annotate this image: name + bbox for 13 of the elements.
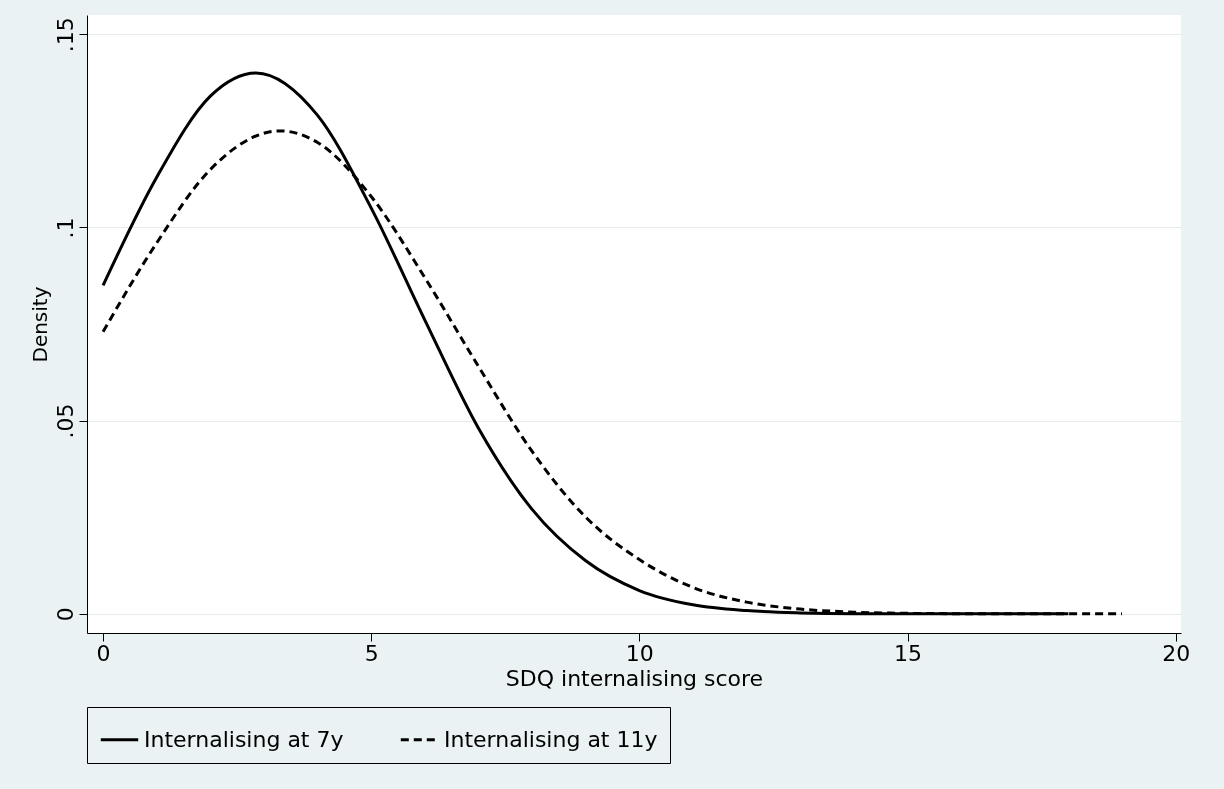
y-tick-label: 0: [52, 607, 78, 622]
x-tick-label: 15: [894, 640, 922, 666]
y-tick-label: .15: [52, 17, 78, 53]
legend-label: Internalising at 11y: [444, 726, 658, 752]
x-tick-label: 5: [364, 640, 379, 666]
legend-label: Internalising at 7y: [144, 726, 344, 752]
y-tick-label: .05: [52, 403, 78, 439]
x-tick-label: 10: [625, 640, 654, 666]
x-axis-title: SDQ internalising score: [505, 665, 764, 691]
y-axis-title: Density: [27, 286, 52, 363]
x-tick-label: 20: [1162, 640, 1191, 666]
x-tick-label: 0: [96, 640, 111, 666]
y-tick-label: .1: [52, 217, 78, 239]
